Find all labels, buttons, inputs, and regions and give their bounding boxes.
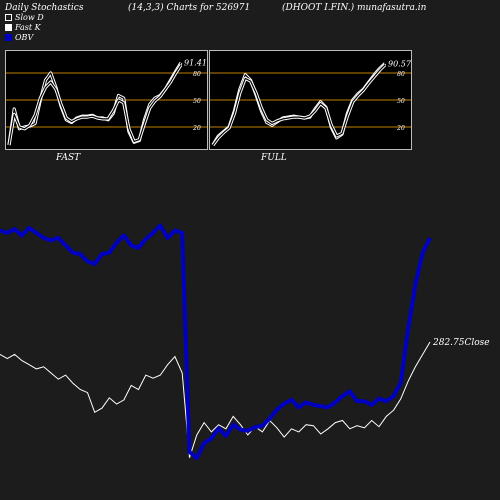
tick-label: 20 [192,125,201,132]
chart-params-label: (14,3,3) Charts for 526971 [128,3,251,13]
legend-item-slow-d: Slow D [5,13,44,22]
tick-label: 50 [193,98,201,105]
fast-last-value-label: 91.41 [184,59,207,68]
chart-type-label: Daily Stochastics [5,3,84,13]
tick-label: 80 [397,71,405,78]
legend-item-fast-k: Fast K [5,23,41,32]
blue-square-icon [5,34,12,41]
fast-panel-title: FAST [56,153,81,163]
full-last-value-label: 90.57 [388,59,411,68]
tick-label: 80 [193,71,201,78]
full-panel-title: FULL [261,153,287,163]
full-stochastic-plot: 20 50 80 90.57 [210,59,411,146]
legend-label: Fast K [15,23,41,32]
legend-item-obv: OBV [5,33,33,42]
close-price-line [0,341,431,458]
legend-label: OBV [15,33,34,42]
obv-line [0,223,432,461]
legend-label: Slow D [15,13,44,22]
white-square-icon [5,24,12,31]
full-series-1-line [212,64,386,146]
tick-label: 20 [396,125,405,132]
fast-stochastic-panel: 20 50 80 91.41 [5,50,208,150]
full-stochastic-panel: 20 50 80 90.57 [209,50,412,150]
stock-name-label: (DHOOT I.FIN.) munafasutra.in [282,3,427,13]
fast-stochastic-plot: 20 50 80 91.41 [6,59,207,146]
close-value-label: 282.75Close [432,338,490,348]
hollow-square-icon [5,14,12,21]
tick-label: 50 [397,98,405,105]
fast-series-1-line [8,64,182,146]
